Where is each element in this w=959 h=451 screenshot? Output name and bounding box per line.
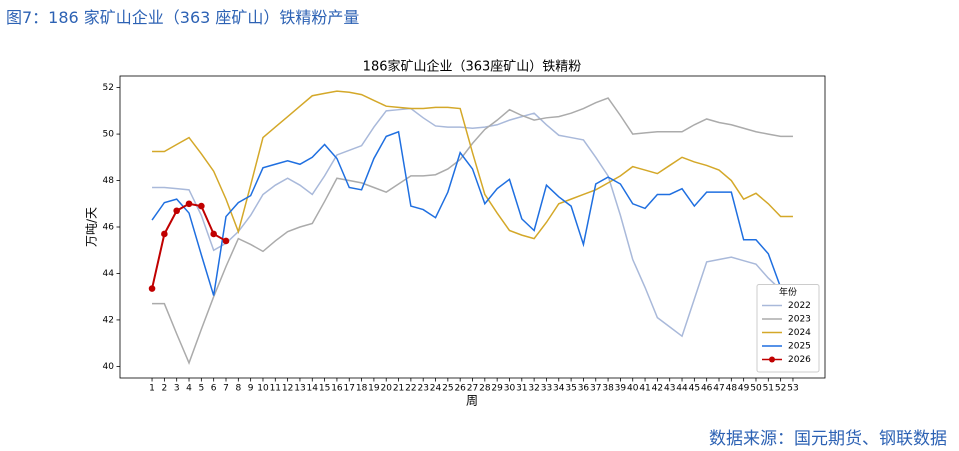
data-point xyxy=(173,207,180,215)
data-point xyxy=(210,230,217,238)
x-tick-label: 47 xyxy=(713,384,724,394)
legend-title: 年份 xyxy=(779,286,797,298)
x-tick-label: 2 xyxy=(162,384,168,394)
source: 数据来源：国元期货、钢联数据 xyxy=(709,429,947,449)
x-tick-label: 33 xyxy=(541,384,552,394)
y-tick-label: 46 xyxy=(103,223,115,233)
x-tick-label: 37 xyxy=(590,384,601,394)
x-tick-label: 3 xyxy=(174,384,180,394)
x-tick-label: 43 xyxy=(664,384,675,394)
x-tick-label: 17 xyxy=(344,384,355,394)
series-line xyxy=(152,107,793,338)
x-tick-label: 42 xyxy=(652,384,663,394)
legend-marker xyxy=(769,356,775,363)
x-tick-label: 27 xyxy=(467,384,478,394)
x-tick-label: 49 xyxy=(738,384,750,394)
x-tick-label: 22 xyxy=(405,384,416,394)
x-tick-label: 5 xyxy=(198,384,204,394)
y-tick-label: 40 xyxy=(103,362,115,372)
series-line xyxy=(151,202,227,289)
legend: 年份 2022 2023 2024 2025 2026 xyxy=(756,284,820,373)
x-tick-label: 6 xyxy=(211,384,217,394)
x-tick-label: 8 xyxy=(235,384,241,394)
x-tick-label: 21 xyxy=(393,384,404,394)
x-tick-label: 14 xyxy=(307,384,319,394)
x-tick-label: 4 xyxy=(186,384,192,394)
y-tick-label: 48 xyxy=(103,176,115,186)
x-tick-label: 39 xyxy=(615,384,627,394)
y-tick-label: 42 xyxy=(103,315,114,325)
x-tick-label: 7 xyxy=(223,384,229,394)
y-tick-label: 52 xyxy=(103,83,114,93)
legend-label: 2023 xyxy=(788,315,811,325)
data-point xyxy=(161,230,168,238)
x-tick-label: 38 xyxy=(602,384,614,394)
series-line xyxy=(152,90,793,240)
data-point xyxy=(222,237,230,245)
x-tick-label: 46 xyxy=(701,384,713,394)
x-tick-label: 15 xyxy=(319,384,330,394)
x-tick-label: 34 xyxy=(553,384,565,394)
x-tick-label: 44 xyxy=(676,384,688,394)
x-tick-label: 50 xyxy=(750,384,762,394)
x-axis-label: 周 xyxy=(466,394,478,408)
series-line xyxy=(151,130,793,296)
x-tick-label: 16 xyxy=(331,384,343,394)
x-tick-label: 51 xyxy=(763,384,774,394)
x-tick-label: 18 xyxy=(356,384,368,394)
data-point xyxy=(198,202,205,210)
x-tick-label: 31 xyxy=(516,384,527,394)
x-tick-label: 1 xyxy=(149,384,155,394)
y-tick-label: 50 xyxy=(103,130,115,140)
x-tick-label: 35 xyxy=(565,384,576,394)
y-axis-label: 万吨/天 xyxy=(85,207,99,247)
x-tick-label: 26 xyxy=(454,384,466,394)
header: 图7：186 家矿山企业（363 座矿山）铁精粉产量 xyxy=(6,8,360,27)
x-tick-label: 45 xyxy=(689,384,700,394)
x-tick-label: 12 xyxy=(282,384,293,394)
legend-label: 2024 xyxy=(788,328,811,338)
y-tick-label: 44 xyxy=(103,269,115,279)
legend-label: 2025 xyxy=(788,342,811,352)
x-tick-label: 32 xyxy=(528,384,539,394)
legend-label: 2022 xyxy=(788,301,811,311)
data-point xyxy=(185,200,193,208)
chart-title: 186家矿山企业（363座矿山）铁精粉 xyxy=(363,59,582,75)
x-tick-label: 29 xyxy=(491,384,503,394)
legend-box xyxy=(756,284,820,373)
x-tick-label: 48 xyxy=(726,384,738,394)
data-point xyxy=(148,285,156,292)
x-tick-label: 19 xyxy=(368,384,380,394)
x-tick-label: 24 xyxy=(430,384,442,394)
x-tick-label: 36 xyxy=(578,384,590,394)
legend-label: 2026 xyxy=(788,355,811,365)
x-tick-label: 23 xyxy=(417,384,428,394)
x-tick-label: 20 xyxy=(380,384,392,394)
x-tick-label: 9 xyxy=(248,384,254,394)
x-tick-label: 11 xyxy=(270,384,281,394)
x-tick-label: 53 xyxy=(787,384,798,394)
x-tick-label: 30 xyxy=(504,384,516,394)
x-tick-label: 40 xyxy=(627,384,639,394)
x-tick-label: 52 xyxy=(775,384,786,394)
x-tick-label: 28 xyxy=(479,384,491,394)
x-tick-label: 13 xyxy=(294,384,305,394)
series-line xyxy=(152,97,793,365)
x-tick-label: 25 xyxy=(442,384,453,394)
x-tick-label: 10 xyxy=(257,384,269,394)
plot-frame xyxy=(119,75,826,379)
x-tick-label: 41 xyxy=(639,384,650,394)
